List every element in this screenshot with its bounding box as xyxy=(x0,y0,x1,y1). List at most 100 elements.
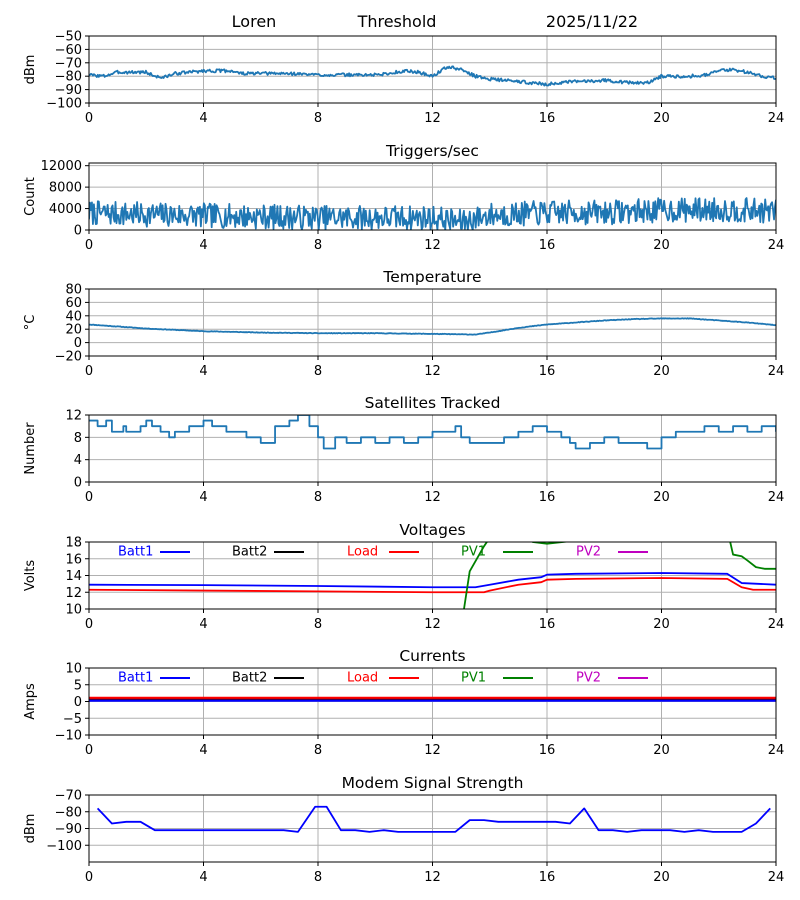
x-tick-label: 4 xyxy=(199,111,207,126)
panel-title-satellites: Satellites Tracked xyxy=(365,394,501,412)
y-tick-label: 12 xyxy=(65,409,82,424)
x-tick-label: 20 xyxy=(653,743,670,758)
panel-threshold: 0 4 8 12 16 20 24 −50−60−70−80−90−100 dBm xyxy=(23,30,784,127)
legend-label-batt1: Batt1 xyxy=(118,671,153,686)
x-tick-label: 12 xyxy=(424,238,441,253)
x-tick-label: 12 xyxy=(424,490,441,505)
grid-threshold xyxy=(88,35,777,104)
panel-title-modem: Modem Signal Strength xyxy=(342,774,524,792)
x-tick-label: 12 xyxy=(424,870,441,885)
y-tick-label: −60 xyxy=(55,43,82,58)
y-tick-label: 10 xyxy=(65,603,82,618)
x-tick-label: 20 xyxy=(653,364,670,379)
legend-label-pv1: PV1 xyxy=(461,545,486,560)
y-tick-label: −10 xyxy=(55,729,82,744)
legend-label-pv1: PV1 xyxy=(461,671,486,686)
panel-title-currents: Currents xyxy=(399,647,465,665)
y-tick-label: −5 xyxy=(63,712,82,727)
x-tick-label: 16 xyxy=(539,870,556,885)
series-threshold-threshold xyxy=(89,65,776,87)
x-tick-label: 8 xyxy=(314,743,322,758)
x-tick-label: 4 xyxy=(199,490,207,505)
x-tick-label: 24 xyxy=(768,111,785,126)
grid-voltages xyxy=(88,541,777,610)
y-tick-label: 80 xyxy=(65,283,82,298)
y-axis-label-satellites: Number xyxy=(23,422,38,475)
x-tick-label: 20 xyxy=(653,238,670,253)
x-tick-label: 24 xyxy=(768,743,785,758)
legend-currents: Batt1 Batt2 Load PV1 PV2 xyxy=(118,671,648,686)
x-tick-label: 4 xyxy=(199,870,207,885)
y-tick-label: 20 xyxy=(65,323,82,338)
y-tick-label: −90 xyxy=(55,83,82,98)
legend-label-load: Load xyxy=(347,545,378,560)
series-group-temperature xyxy=(89,317,776,336)
y-tick-label: −20 xyxy=(55,350,82,365)
panel-title-temperature: Temperature xyxy=(382,268,481,286)
y-tick-label: 18 xyxy=(65,536,82,551)
x-tick-label: 16 xyxy=(539,238,556,253)
y-tick-label: 8000 xyxy=(49,181,82,196)
y-tick-label: 0 xyxy=(74,224,82,239)
y-tick-label: −70 xyxy=(55,789,82,804)
x-tick-label: 0 xyxy=(85,870,93,885)
x-tick-label: 20 xyxy=(653,870,670,885)
y-axis-label-triggers: Count xyxy=(23,177,38,216)
x-tick-label: 12 xyxy=(424,364,441,379)
x-tick-label: 16 xyxy=(539,743,556,758)
x-tick-label: 24 xyxy=(768,490,785,505)
header-station: Loren xyxy=(232,12,277,31)
panel-triggers: Triggers/sec 0 4 8 12 16 20 24 0 4000 8000 12000Cou… xyxy=(23,142,784,253)
x-tick-label: 24 xyxy=(768,364,785,379)
y-tick-label: 4 xyxy=(74,453,82,468)
x-tick-label: 24 xyxy=(768,617,785,632)
grid-satellites xyxy=(88,414,777,483)
y-tick-label: 12 xyxy=(65,586,82,601)
panel-satellites: Satellites Tracked 0 4 8 12 16 20 24 0 4 8 12 Number xyxy=(23,394,784,505)
series-group-modem xyxy=(96,805,771,833)
x-tick-label: 4 xyxy=(199,617,207,632)
series-group-currents xyxy=(89,696,776,702)
grid-modem xyxy=(88,794,777,862)
y-tick-label: 14 xyxy=(65,569,82,584)
series-group-threshold xyxy=(89,65,776,87)
x-tick-label: 24 xyxy=(768,870,785,885)
series-group-satellites xyxy=(89,415,776,450)
x-tick-label: 4 xyxy=(199,364,207,379)
series-voltages-batt1 xyxy=(89,572,776,589)
series-modem-modem xyxy=(96,805,771,833)
x-tick-label: 0 xyxy=(85,617,93,632)
legend-label-pv2: PV2 xyxy=(576,545,601,560)
y-tick-label: −90 xyxy=(55,822,82,837)
header-mode: Threshold xyxy=(357,12,437,31)
x-tick-label: 16 xyxy=(539,364,556,379)
x-tick-label: 8 xyxy=(314,490,322,505)
y-tick-label: 10 xyxy=(65,662,82,677)
y-tick-label: 60 xyxy=(65,296,82,311)
y-tick-label: 12000 xyxy=(41,159,82,174)
y-axis-label-currents: Amps xyxy=(23,683,38,720)
x-tick-label: 16 xyxy=(539,111,556,126)
y-tick-label: −50 xyxy=(55,30,82,45)
x-tick-label: 8 xyxy=(314,617,322,632)
y-axis-label-voltages: Volts xyxy=(23,560,38,592)
panel-title-triggers: Triggers/sec xyxy=(385,142,479,160)
series-triggers-triggers xyxy=(89,197,776,230)
x-tick-label: 4 xyxy=(199,743,207,758)
series-satellites-satellites xyxy=(89,415,776,450)
x-tick-label: 16 xyxy=(539,490,556,505)
x-tick-label: 20 xyxy=(653,617,670,632)
x-tick-label: 20 xyxy=(653,111,670,126)
figure-header: Loren Threshold 2025/11/22 xyxy=(232,12,638,31)
legend-label-pv2: PV2 xyxy=(576,671,601,686)
legend-label-batt2: Batt2 xyxy=(232,671,267,686)
y-tick-label: −100 xyxy=(46,839,82,854)
x-tick-label: 0 xyxy=(85,364,93,379)
panel-modem: Modem Signal Strength 0 4 8 12 16 20 24 −70−80 −9… xyxy=(23,774,784,885)
y-tick-label: 5 xyxy=(74,678,82,693)
x-tick-label: 12 xyxy=(424,111,441,126)
